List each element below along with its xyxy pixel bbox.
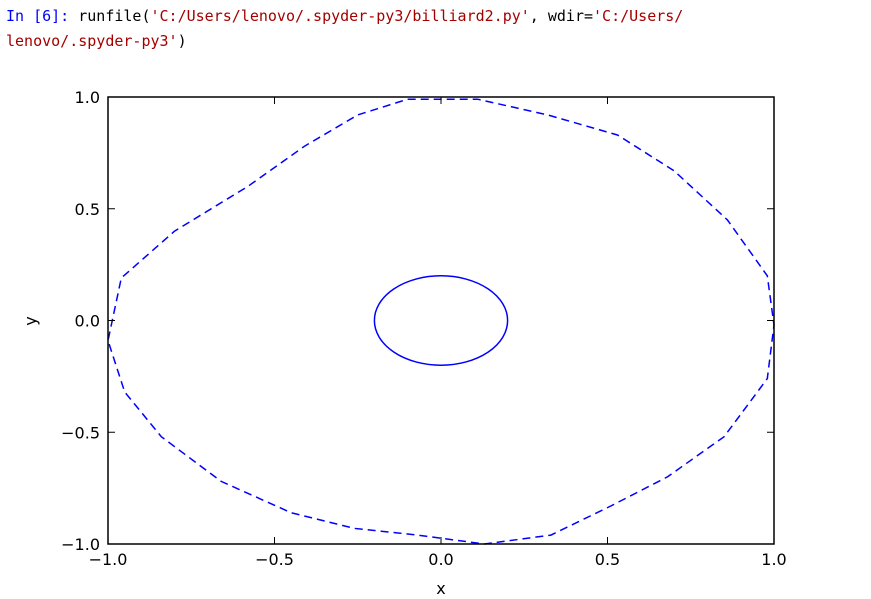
x-tick-label: −1.0 bbox=[89, 550, 128, 569]
x-tick-label: 0.5 bbox=[595, 550, 620, 569]
wdir-string-end: lenovo/.spyder-py3' bbox=[6, 32, 178, 50]
inner-circle bbox=[373, 275, 509, 366]
wdir-separator: , wdir= bbox=[529, 7, 594, 25]
tick-layer: −1.0 −0.5 0.0 0.5 1.0 1.0 0.5 0.0 −0.5 −1.0 bbox=[61, 88, 787, 569]
y-tick-label: 1.0 bbox=[75, 88, 100, 107]
command-name: runfile bbox=[78, 7, 142, 25]
x-tick-label: 0.0 bbox=[428, 550, 453, 569]
x-tick-label: 1.0 bbox=[761, 550, 786, 569]
console-input-line[interactable]: In [6]: runfile('C:/Users/lenovo/.spyder… bbox=[6, 4, 856, 54]
y-tick-label: 0.0 bbox=[75, 312, 100, 331]
x-tick-label: −0.5 bbox=[255, 550, 294, 569]
y-tick-label: 0.5 bbox=[75, 200, 100, 219]
plot-background bbox=[0, 70, 871, 599]
file-path-string: 'C:/Users/lenovo/.spyder-py3/billiard2.p… bbox=[150, 7, 530, 25]
x-axis-label: x bbox=[436, 579, 445, 598]
wdir-string-start: 'C:/Users/ bbox=[593, 7, 684, 25]
console-prompt: In [6]: bbox=[6, 7, 70, 25]
y-axis-label: y bbox=[21, 316, 40, 325]
close-paren: ) bbox=[177, 32, 187, 50]
open-paren: ( bbox=[141, 7, 151, 25]
y-tick-label: −1.0 bbox=[61, 535, 100, 554]
y-tick-label: −0.5 bbox=[61, 423, 100, 442]
